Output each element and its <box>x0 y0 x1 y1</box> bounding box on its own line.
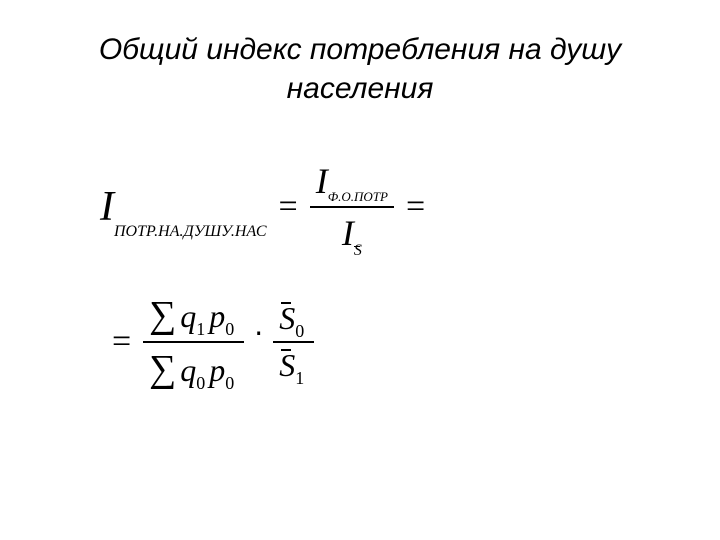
sub-p0a: 0 <box>225 319 234 340</box>
sub-s1: 1 <box>295 368 304 389</box>
frac1-denominator: IS <box>336 210 368 256</box>
fraction-1: IФ.О.ПОТР IS <box>310 158 394 256</box>
frac3-denominator: S1 <box>273 345 314 386</box>
var-s1: S <box>279 347 295 383</box>
frac1-top-var: I <box>316 160 328 202</box>
frac2-line <box>143 341 244 343</box>
formula-line-1: IПОТР.НА.ДУШУ.НАС = IФ.О.ПОТР IS = <box>100 158 680 256</box>
main-variable: IПОТР.НА.ДУШУ.НАС <box>100 183 267 231</box>
frac2-numerator: ∑ q1 p0 <box>143 291 244 339</box>
sub-q0: 0 <box>196 373 205 394</box>
var-p0a: p <box>209 298 225 335</box>
s1-overbar: S <box>279 347 295 384</box>
frac1-line <box>310 206 394 208</box>
main-subscript: ПОТР.НА.ДУШУ.НАС <box>114 223 267 240</box>
sub-p0b: 0 <box>225 373 234 394</box>
dot-operator: ⋅ <box>254 317 263 351</box>
var-p0b: p <box>209 352 225 389</box>
frac3-numerator: S0 <box>273 298 314 339</box>
sub-q1: 1 <box>196 319 205 340</box>
frac1-bot-sub: S <box>354 242 362 260</box>
frac3-line <box>273 341 314 343</box>
s0-overbar: S <box>279 300 295 337</box>
fraction-2: ∑ q1 p0 ∑ q0 p0 <box>143 291 244 393</box>
var-q1: q <box>180 298 196 335</box>
formula-line-2: = ∑ q1 p0 ∑ q0 p0 ⋅ S0 S1 <box>100 291 680 393</box>
frac1-top-sub: Ф.О.ПОТР <box>328 189 388 205</box>
var-q0: q <box>180 352 196 389</box>
equals-sign: = <box>279 188 298 226</box>
page-title: Общий индекс потребления на душу населен… <box>40 30 680 108</box>
sub-s0: 0 <box>295 321 304 342</box>
frac1-numerator: IФ.О.ПОТР <box>310 158 394 204</box>
formula-container: IПОТР.НА.ДУШУ.НАС = IФ.О.ПОТР IS = = ∑ q… <box>40 158 680 393</box>
sigma-icon: ∑ <box>149 293 176 337</box>
frac1-bot-var: I <box>342 212 354 254</box>
var-s0: S <box>279 300 295 336</box>
sigma-icon-2: ∑ <box>149 347 176 391</box>
frac2-denominator: ∑ q0 p0 <box>143 345 244 393</box>
fraction-3: S0 S1 <box>273 298 314 386</box>
var-I: I <box>100 184 114 230</box>
equals-sign-3: = <box>112 323 131 361</box>
equals-sign-2: = <box>406 188 425 226</box>
